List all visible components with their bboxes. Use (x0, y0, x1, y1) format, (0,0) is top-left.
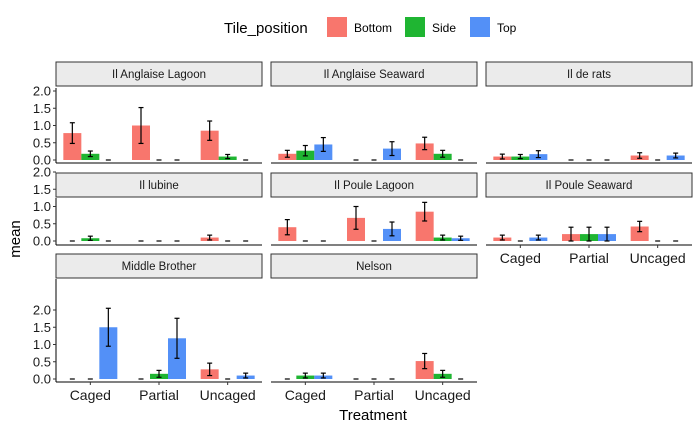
y-tick-label: 0.5 (33, 135, 51, 150)
bar-top-caged (99, 327, 118, 379)
bar-bottom-uncaged (200, 130, 219, 160)
y-tick-label: 0.0 (33, 153, 51, 168)
x-tick-label-caged: Caged (500, 250, 541, 266)
strip-label-il-poule-seaward: Il Poule Seaward (546, 180, 633, 192)
y-tick-label: 1.0 (33, 118, 51, 133)
panel-nelson: Nelson Caged Partial Uncaged (270, 253, 478, 403)
y-tick-label: 1.5 (33, 101, 51, 116)
y-tick-label: 2.0 (33, 165, 51, 180)
panel-il-anglaise-lagoon: Il Anglaise Lagoon 0.0 0.5 1.0 1.5 2.0 (33, 61, 263, 168)
x-tick-label-uncaged: Uncaged (630, 250, 686, 266)
y-tick-label: 0.0 (33, 234, 51, 249)
x-tick-label-caged: Caged (285, 387, 326, 403)
y-tick-label: 2.0 (33, 84, 51, 99)
panel-il-anglaise-seaward: Il Anglaise Seaward (270, 61, 478, 164)
x-tick-label-uncaged: Uncaged (415, 387, 471, 403)
bar-bottom-uncaged (630, 226, 649, 241)
strip-il-anglaise-lagoon (55, 61, 263, 87)
y-tick-label: 0.5 (33, 216, 51, 231)
legend-key-top (470, 17, 490, 37)
panel-il-de-rats: Il de rats (485, 61, 693, 164)
x-tick-label-partial: Partial (139, 387, 179, 403)
strip-label-il-anglaise-lagoon: Il Anglaise Lagoon (112, 69, 206, 81)
strip-nelson (270, 253, 478, 279)
strip-label-nelson: Nelson (356, 261, 392, 273)
strip-il-poule-lagoon (270, 172, 478, 198)
strip-label-il-de-rats: Il de rats (567, 69, 611, 81)
y-tick-label: 1.5 (33, 320, 51, 335)
x-tick-label-partial: Partial (569, 250, 609, 266)
y-tick-label: 1.0 (33, 199, 51, 214)
strip-il-anglaise-seaward (270, 61, 478, 87)
y-axis-title: mean (7, 220, 24, 258)
legend-label-side: Side (432, 21, 456, 35)
strip-il-de-rats (485, 61, 693, 87)
bar-bottom-caged (63, 133, 82, 160)
strip-middle-brother (55, 253, 263, 279)
x-tick-label-partial: Partial (354, 387, 394, 403)
legend-key-side (405, 17, 425, 37)
panel-il-poule-seaward: Il Poule Seaward Caged Partial Uncaged (485, 172, 693, 266)
legend-label-top: Top (497, 21, 517, 35)
bar-bottom-uncaged (415, 211, 434, 241)
strip-il-poule-seaward (485, 172, 693, 198)
y-tick-label: 2.0 (33, 303, 51, 318)
strip-label-il-lubine: Il lubine (139, 180, 179, 192)
bar-bottom-uncaged (415, 361, 434, 379)
x-axis-title: Treatment (339, 407, 408, 424)
legend-title: Tile_position (224, 20, 308, 37)
strip-label-middle-brother: Middle Brother (122, 261, 197, 273)
y-tick-label: 1.5 (33, 182, 51, 197)
x-tick-label-caged: Caged (70, 387, 111, 403)
legend: Tile_position Bottom Side Top (224, 17, 517, 37)
y-tick-label: 0.5 (33, 354, 51, 369)
strip-label-il-anglaise-seaward: Il Anglaise Seaward (323, 69, 424, 81)
panel-il-lubine: Il lubine 0.0 0.5 1.0 1.5 2.0 (33, 165, 263, 249)
panel-middle-brother: Middle Brother 0.0 0.5 1.0 1.5 2.0 Caged Partia… (33, 253, 263, 403)
legend-key-bottom (327, 17, 347, 37)
legend-label-bottom: Bottom (354, 21, 392, 35)
strip-label-il-poule-lagoon: Il Poule Lagoon (334, 180, 414, 192)
panel-il-poule-lagoon: Il Poule Lagoon (270, 172, 478, 246)
y-tick-label: 0.0 (33, 372, 51, 387)
x-tick-label-uncaged: Uncaged (200, 387, 256, 403)
bar-top-caged (314, 144, 333, 160)
bar-bottom-uncaged (415, 143, 434, 160)
strip-il-lubine (55, 172, 263, 198)
y-tick-label: 1.0 (33, 337, 51, 352)
